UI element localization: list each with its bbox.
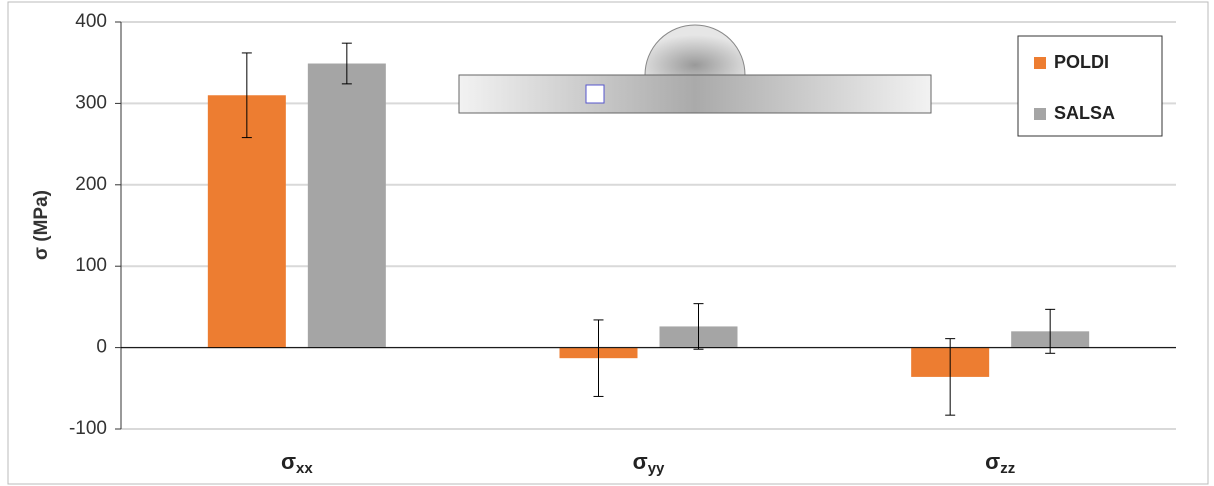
error-bar — [241, 52, 252, 139]
legend-swatch — [1034, 57, 1046, 69]
error-bar — [1045, 308, 1056, 354]
y-tick-label: -100 — [69, 418, 107, 439]
y-tick-label: 100 — [75, 255, 107, 276]
bar — [307, 63, 386, 348]
error-bar — [945, 338, 956, 416]
y-tick-label: 200 — [75, 174, 107, 195]
weld-bead — [644, 24, 746, 76]
error-bar — [341, 42, 352, 85]
legend-label: SALSA — [1054, 103, 1115, 123]
legend: POLDI SALSA — [1017, 35, 1163, 137]
error-bar — [693, 303, 704, 350]
x-tick-label: σyy — [633, 449, 665, 477]
y-tick-label: 300 — [75, 92, 107, 113]
legend-swatch — [1034, 108, 1046, 120]
inset-illustration — [458, 24, 932, 114]
plate — [458, 74, 932, 114]
y-axis-label: σ (MPa) — [31, 190, 52, 260]
y-tick-label: 0 — [96, 337, 107, 358]
y-tick-label: 400 — [75, 11, 107, 32]
error-bar — [593, 319, 604, 397]
gauge-volume — [585, 84, 605, 104]
x-tick-label: σxx — [281, 449, 313, 477]
x-tick-label: σzz — [985, 449, 1015, 477]
frame — [7, 1, 1209, 485]
legend-label: POLDI — [1054, 52, 1109, 72]
